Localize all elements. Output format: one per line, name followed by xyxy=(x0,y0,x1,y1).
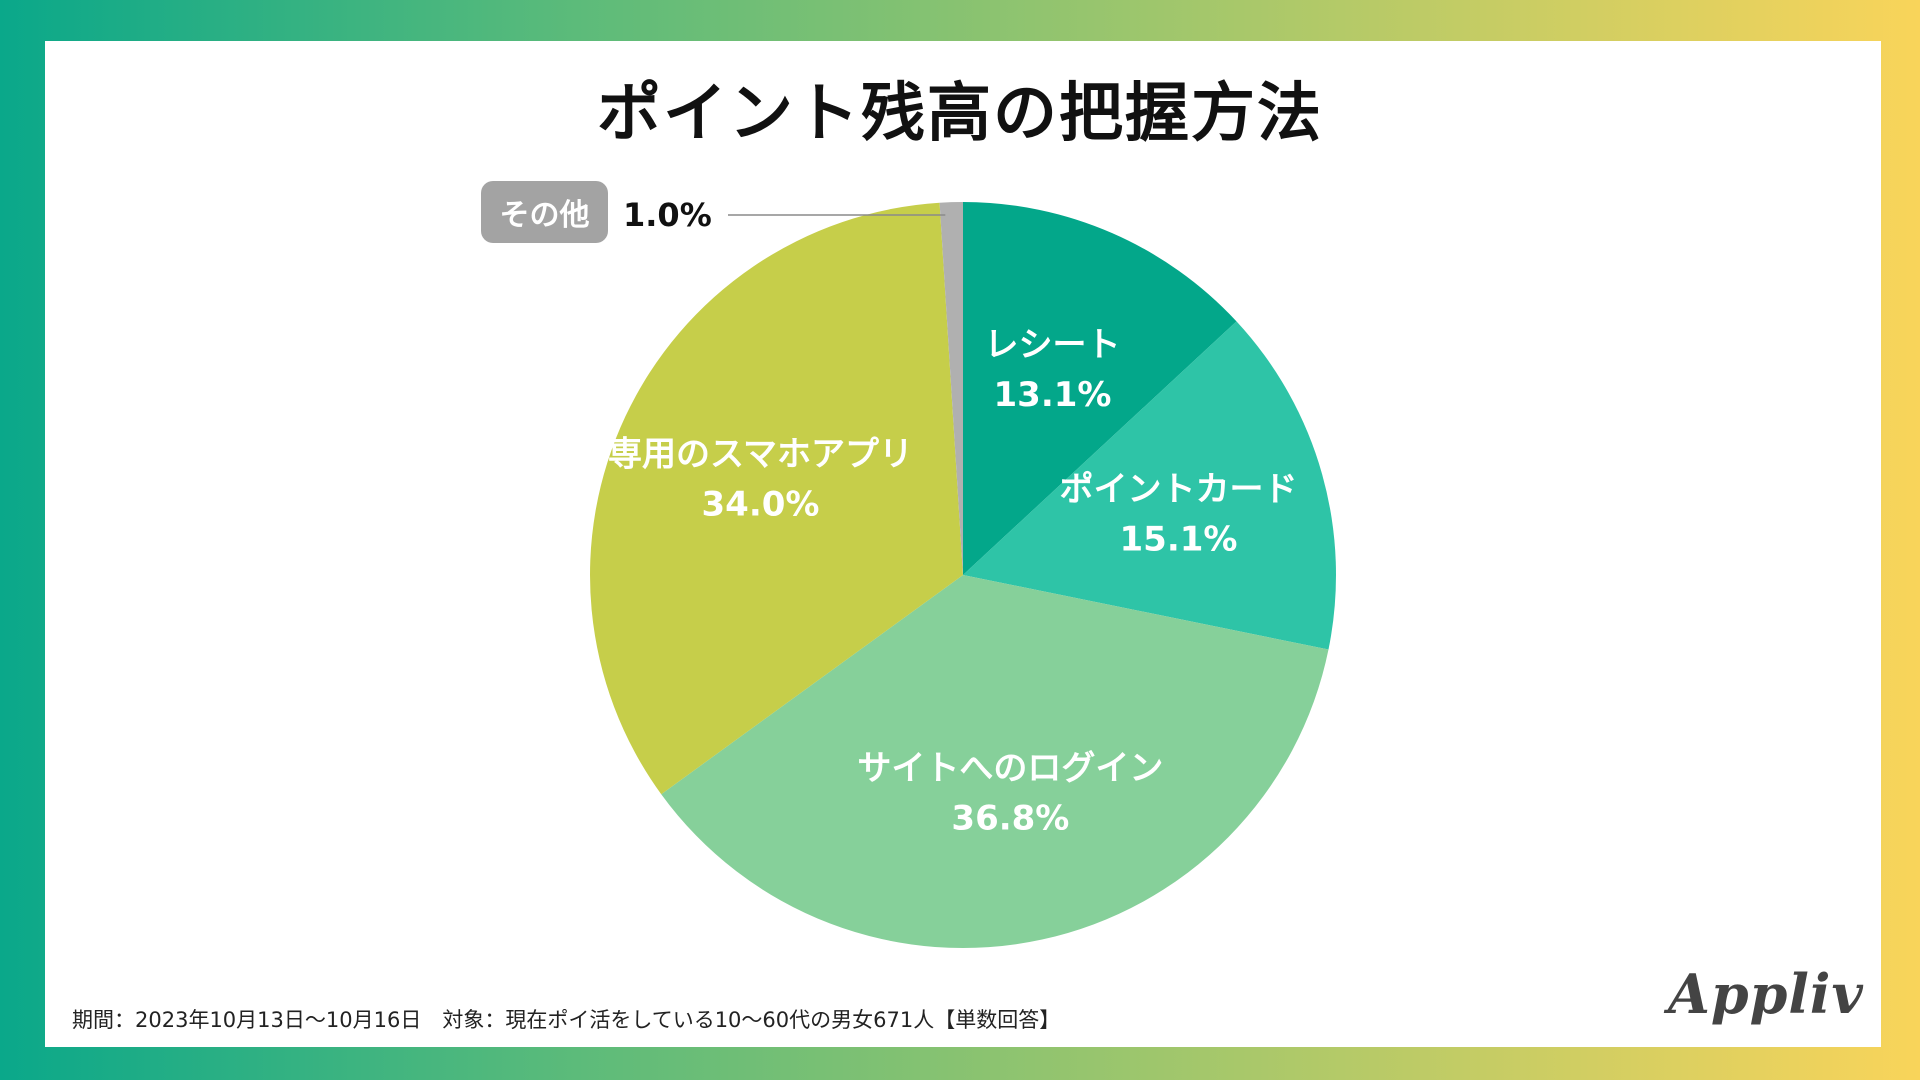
pie-slice-1 xyxy=(963,321,1337,650)
slice-value-4: 1.0% xyxy=(623,196,712,234)
pie-slice-2 xyxy=(661,575,1329,948)
slice-label-0: レシート xyxy=(985,325,1121,365)
slice-label-2: サイトへのログイン xyxy=(857,749,1163,789)
appliv-logo: Appliv xyxy=(1668,962,1864,1026)
callout-badge xyxy=(481,181,608,243)
slice-label-4: その他 xyxy=(500,198,590,233)
slice-value-2: 36.8% xyxy=(951,799,1069,839)
slice-value-3: 34.0% xyxy=(702,485,820,525)
slice-label-3: 専用のスマホアプリ xyxy=(608,435,913,475)
slice-label-1: ポイントカード xyxy=(1060,470,1298,510)
slice-value-1: 15.1% xyxy=(1120,520,1238,560)
survey-footnote: 期間：2023年10月13日～10月16日 対象：現在ポイ活をしている10～60… xyxy=(72,1008,1061,1032)
slice-value-0: 13.1% xyxy=(994,375,1112,415)
pie-slice-3 xyxy=(590,202,963,795)
chart-title: ポイント残高の把握方法 xyxy=(597,77,1323,151)
pie-slice-0 xyxy=(963,202,1237,575)
pie-slice-4 xyxy=(939,202,963,575)
